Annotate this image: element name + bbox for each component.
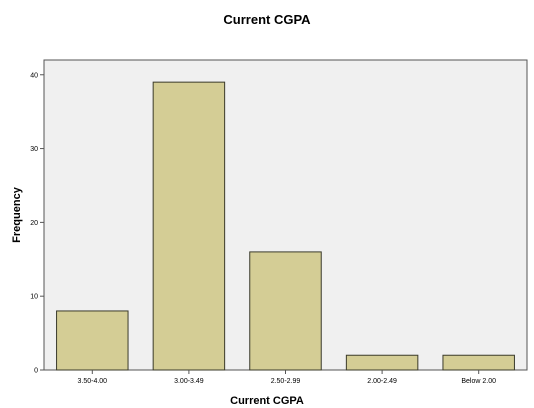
bar-3-00-3-49 <box>152 81 226 371</box>
y-axis-label: Frequency <box>11 186 23 243</box>
y-tick-label: 20 <box>30 220 38 227</box>
y-tick-label: 10 <box>30 294 38 301</box>
y-tick-label: 0 <box>34 368 38 375</box>
y-tick-label: 40 <box>30 72 38 79</box>
x-tick-label: 2.50-2.99 <box>271 378 301 385</box>
x-tick-label: 3.50-4.00 <box>78 378 108 385</box>
bars-group <box>56 81 515 371</box>
x-axis-label: Current CGPA <box>230 395 304 407</box>
bar-3-50-4-00 <box>56 310 129 371</box>
x-tick-label: 2.00-2.49 <box>367 378 397 385</box>
x-tick-label: 3.00-3.49 <box>174 378 204 385</box>
x-tick-label: Below 2.00 <box>461 378 496 385</box>
x-axis: 3.50-4.00 3.00-3.49 2.50-2.99 2.00-2.49 Belo… <box>78 370 496 385</box>
bar-2-00-2-49 <box>345 354 419 371</box>
y-axis: 0 10 20 30 40 <box>30 72 44 375</box>
bar-2-50-2-99 <box>249 251 322 371</box>
y-tick-label: 30 <box>30 146 38 153</box>
chart-title: Current CGPA <box>223 12 311 27</box>
bar-below-2-00 <box>442 354 515 371</box>
